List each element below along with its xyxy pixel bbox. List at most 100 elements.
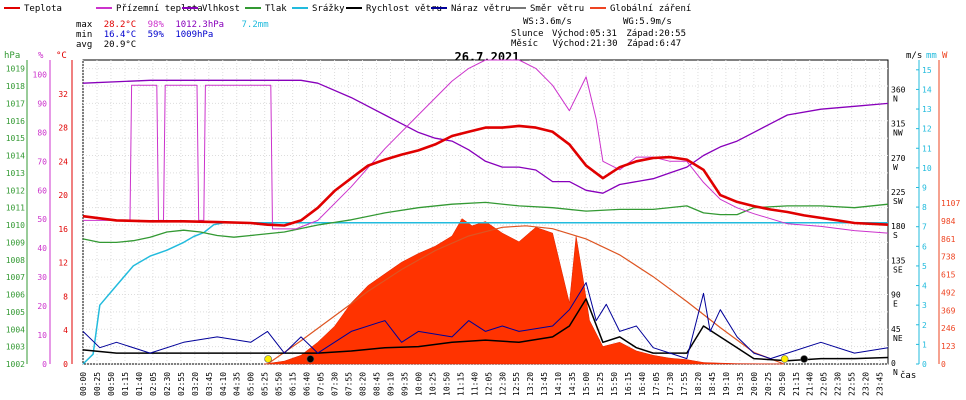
- legend-label-0: Teplota: [24, 4, 62, 14]
- series-p-zemn-teplota: [83, 59, 889, 234]
- pct-tick-4: 40: [37, 244, 47, 253]
- pct-tick-6: 60: [37, 186, 47, 195]
- sun-label: Slunce: [511, 29, 544, 39]
- rad-tick-4: 492: [941, 288, 956, 297]
- x-tick-44: 18:20: [694, 372, 703, 396]
- x-tick-17: 07:05: [317, 372, 326, 396]
- hpa-tick-10: 1012: [6, 186, 25, 195]
- rad-tick-6: 738: [941, 253, 956, 262]
- dir-compass-5: SW: [893, 197, 903, 206]
- stat-max-hum: 98%: [148, 20, 165, 30]
- x-tick-41: 17:05: [652, 372, 661, 396]
- x-tick-27: 11:15: [456, 372, 465, 396]
- sun-rise: Východ:05:31: [552, 29, 617, 39]
- hpa-tick-15: 1017: [6, 99, 25, 108]
- rad-tick-0: 0: [941, 360, 946, 369]
- x-tick-35: 14:35: [568, 372, 577, 396]
- temp-tick-3: 12: [58, 259, 68, 268]
- x-tick-0: 00:00: [79, 372, 88, 396]
- x-tick-21: 08:45: [372, 372, 381, 396]
- hpa-tick-7: 1009: [6, 238, 25, 247]
- x-tick-13: 05:25: [261, 372, 270, 396]
- mm-tick-13: 13: [922, 105, 932, 114]
- mm-tick-6: 6: [922, 242, 927, 251]
- stat-avg-temp: 20.9°C: [104, 40, 137, 50]
- rad-tick-9: 1107: [941, 199, 960, 208]
- x-tick-7: 02:55: [177, 372, 186, 396]
- pct-unit: %: [38, 51, 44, 61]
- x-tick-49: 20:25: [764, 372, 773, 396]
- hpa-tick-6: 1008: [6, 256, 25, 265]
- dir-compass-4: S: [893, 231, 898, 240]
- dir-tick-8: 360: [891, 85, 906, 94]
- rad-tick-7: 861: [941, 235, 956, 244]
- hpa-tick-8: 1010: [6, 221, 25, 230]
- wind-wg: WG:5.9m/s: [623, 17, 672, 27]
- mm-tick-1: 1: [922, 340, 927, 349]
- hpa-tick-17: 1019: [6, 65, 25, 74]
- rad-tick-2: 246: [941, 324, 956, 333]
- mm-tick-0: 0: [922, 360, 927, 369]
- series-teplota: [82, 124, 889, 227]
- x-tick-3: 01:15: [121, 372, 130, 396]
- x-tick-14: 05:50: [275, 372, 284, 396]
- dir-tick-4: 180: [891, 222, 906, 231]
- x-unit: čas: [900, 370, 916, 381]
- mm-tick-14: 14: [922, 85, 932, 94]
- hpa-tick-13: 1015: [6, 134, 25, 143]
- rad-tick-8: 984: [941, 217, 956, 226]
- stat-avg-row: avg 20.9°C: [76, 40, 136, 50]
- legend-label-3: Tlak: [265, 4, 287, 14]
- temp-tick-6: 24: [58, 157, 68, 166]
- x-tick-38: 15:50: [610, 372, 619, 396]
- x-tick-15: 06:15: [289, 372, 298, 396]
- sunset-marker: [780, 355, 789, 363]
- x-tick-34: 14:10: [554, 372, 563, 396]
- mm-tick-5: 5: [922, 262, 927, 271]
- x-tick-10: 04:10: [219, 372, 228, 396]
- legend-label-5: Rychlost větru: [366, 4, 442, 14]
- x-tick-51: 21:15: [792, 372, 801, 396]
- series-layer: [82, 59, 889, 365]
- x-tick-45: 18:45: [708, 372, 717, 396]
- x-tick-53: 22:05: [820, 372, 829, 396]
- temp-tick-1: 4: [63, 326, 68, 335]
- temp-tick-8: 32: [58, 90, 68, 99]
- mm-tick-11: 11: [922, 144, 932, 153]
- x-tick-26: 10:50: [442, 372, 451, 396]
- x-tick-24: 10:00: [414, 372, 423, 396]
- dir-compass-7: NW: [893, 129, 903, 138]
- temp-tick-0: 0: [63, 360, 68, 369]
- sunrise-marker: [264, 355, 272, 363]
- x-tick-33: 13:45: [540, 372, 549, 396]
- moon-set: Západ:6:47: [627, 39, 681, 49]
- x-tick-46: 19:10: [722, 372, 731, 396]
- x-tick-5: 02:05: [149, 372, 158, 396]
- mm-tick-9: 9: [922, 183, 927, 192]
- sun-moon-markers: [264, 355, 808, 363]
- x-tick-31: 12:55: [512, 372, 521, 396]
- x-tick-25: 10:25: [428, 372, 437, 396]
- dir-tick-1: 45: [891, 325, 901, 334]
- moon-row: Měsíc Východ:21:30 Západ:6:47: [511, 39, 681, 49]
- x-tick-8: 03:20: [191, 372, 200, 396]
- stat-max-temp: 28.2°C: [104, 20, 137, 30]
- x-tick-19: 07:55: [345, 372, 354, 396]
- x-tick-6: 02:30: [163, 372, 172, 396]
- x-tick-40: 16:40: [638, 372, 647, 396]
- dir-compass-1: NE: [893, 334, 903, 343]
- x-tick-32: 13:20: [526, 372, 535, 396]
- mm-tick-4: 4: [922, 282, 927, 291]
- x-tick-29: 12:05: [484, 372, 493, 396]
- hpa-tick-4: 1006: [6, 291, 25, 300]
- pct-tick-1: 10: [37, 331, 47, 340]
- stat-min-temp: 16.4°C: [104, 30, 137, 40]
- legend-label-1: Přízemní teplota: [116, 4, 203, 14]
- stat-avg-label: avg: [76, 40, 92, 50]
- x-tick-54: 22:30: [834, 372, 843, 396]
- sun-set: Západ:20:55: [626, 29, 686, 39]
- stat-max-label: max: [76, 20, 93, 30]
- dir-compass-8: N: [893, 94, 898, 103]
- info-block: max 28.2°C 98% 1012.3hPa 7.2mm min 16.4°…: [76, 17, 686, 64]
